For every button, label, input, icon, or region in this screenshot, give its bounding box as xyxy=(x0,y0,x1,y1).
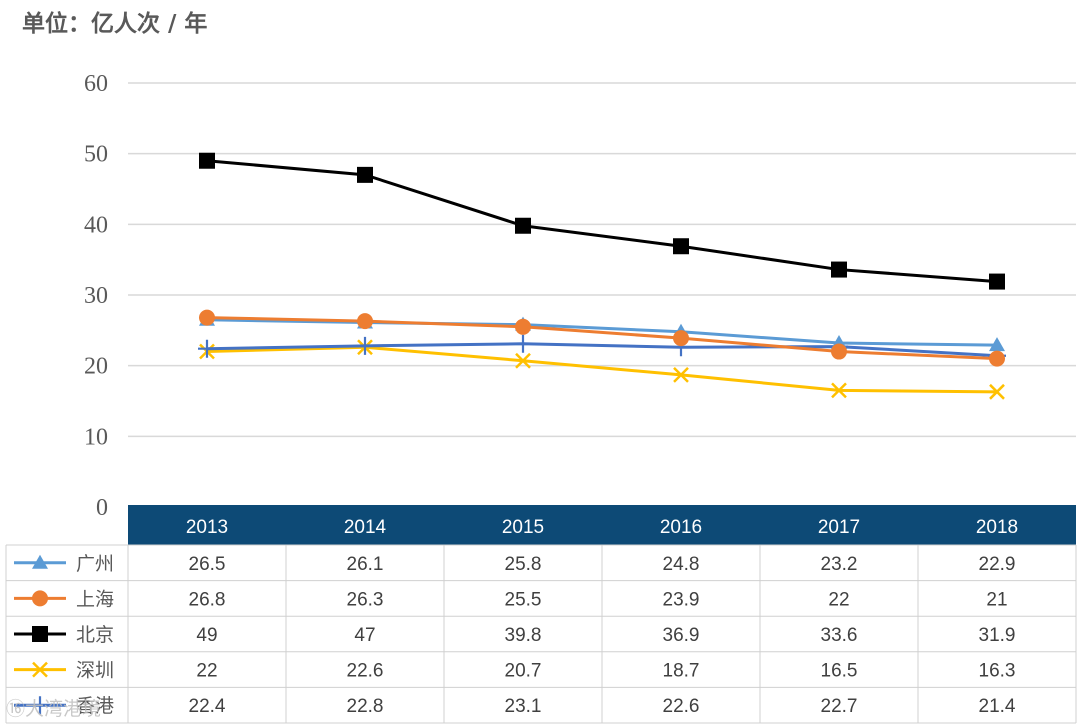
y-tick-label: 20 xyxy=(84,354,108,380)
legend-marker xyxy=(31,696,49,715)
data-table-value: 18.7 xyxy=(663,661,700,682)
y-tick-label: 30 xyxy=(84,283,108,309)
data-table-value: 21.4 xyxy=(979,696,1016,717)
data-table-value: 25.8 xyxy=(505,554,542,575)
data-point-北京 xyxy=(357,166,373,183)
series-line-深圳 xyxy=(206,345,998,394)
data-point-上海 xyxy=(199,309,215,326)
series-name-label: 上海 xyxy=(76,588,114,610)
unit-label: 单位：亿人次 / 年 xyxy=(22,11,208,37)
data-table-value: 20.7 xyxy=(505,661,542,682)
series-line-北京 xyxy=(206,159,998,284)
x-category-label: 2017 xyxy=(818,517,860,538)
series-line-香港 xyxy=(206,342,998,358)
data-point-北京 xyxy=(673,238,689,255)
series-line-广州 xyxy=(206,318,998,347)
legend-marker xyxy=(32,626,48,642)
data-point-北京 xyxy=(199,152,215,169)
data-table-value: 21 xyxy=(986,589,1007,610)
data-table-value: 22.9 xyxy=(979,554,1016,575)
data-table-value: 33.6 xyxy=(821,625,858,646)
data-point-深圳 xyxy=(989,383,1005,400)
legend-marker xyxy=(32,590,48,607)
watermark: ⑯大湾港境 xyxy=(6,698,102,720)
data-point-广州 xyxy=(989,337,1005,352)
data-table-value: 16.3 xyxy=(979,661,1016,682)
data-table-value: 25.5 xyxy=(505,589,542,610)
data-table-value: 47 xyxy=(354,625,375,646)
data-point-上海 xyxy=(989,350,1005,367)
data-table-value: 22.6 xyxy=(347,661,384,682)
table-header-band xyxy=(128,505,1076,545)
data-point-香港 xyxy=(356,336,374,355)
data-table-value: 24.8 xyxy=(663,554,700,575)
data-table-value: 26.8 xyxy=(189,589,226,610)
data-point-香港 xyxy=(198,339,216,358)
data-table-value: 16.5 xyxy=(821,661,858,682)
y-tick-label: 40 xyxy=(84,212,108,238)
legend-marker xyxy=(32,554,48,569)
data-point-北京 xyxy=(515,217,531,234)
y-tick-label: 0 xyxy=(96,495,108,521)
data-point-深圳 xyxy=(673,366,689,383)
data-point-上海 xyxy=(673,330,689,347)
data-point-深圳 xyxy=(515,352,531,369)
data-table-value: 22.8 xyxy=(347,696,384,717)
series-line-上海 xyxy=(206,316,998,361)
x-category-label: 2014 xyxy=(344,517,387,538)
data-point-深圳 xyxy=(831,382,847,399)
data-table-value: 22.4 xyxy=(189,696,226,717)
data-point-上海 xyxy=(515,318,531,335)
data-table-value: 22 xyxy=(828,589,849,610)
x-category-label: 2016 xyxy=(660,517,702,538)
data-point-北京 xyxy=(989,273,1005,290)
data-table-value: 22.6 xyxy=(663,696,700,717)
series-name-label: 广州 xyxy=(76,553,114,575)
data-table-value: 39.8 xyxy=(505,625,542,646)
x-category-label: 2015 xyxy=(502,517,544,538)
y-tick-label: 60 xyxy=(84,71,108,97)
data-table-value: 26.3 xyxy=(347,589,384,610)
series-name-label: 北京 xyxy=(76,624,114,646)
legend-marker xyxy=(32,661,48,678)
data-point-上海 xyxy=(357,313,373,330)
y-tick-label: 50 xyxy=(84,142,108,168)
data-table-value: 26.5 xyxy=(189,554,226,575)
data-point-北京 xyxy=(831,261,847,278)
data-table-value: 23.1 xyxy=(505,696,542,717)
data-table-value: 31.9 xyxy=(979,625,1016,646)
data-point-香港 xyxy=(514,334,532,353)
data-table-value: 23.9 xyxy=(663,589,700,610)
y-tick-label: 10 xyxy=(84,424,108,450)
data-table-value: 36.9 xyxy=(663,625,700,646)
series-name-label: 深圳 xyxy=(76,660,114,682)
x-category-label: 2013 xyxy=(186,517,228,538)
data-point-上海 xyxy=(831,343,847,360)
data-table-value: 23.2 xyxy=(821,554,858,575)
series-name-label: 香港 xyxy=(76,695,114,717)
data-table-value: 22.7 xyxy=(821,696,858,717)
data-table-value: 26.1 xyxy=(347,554,384,575)
x-category-label: 2018 xyxy=(976,517,1018,538)
data-table-value: 22 xyxy=(196,661,217,682)
data-table-value: 49 xyxy=(196,625,217,646)
